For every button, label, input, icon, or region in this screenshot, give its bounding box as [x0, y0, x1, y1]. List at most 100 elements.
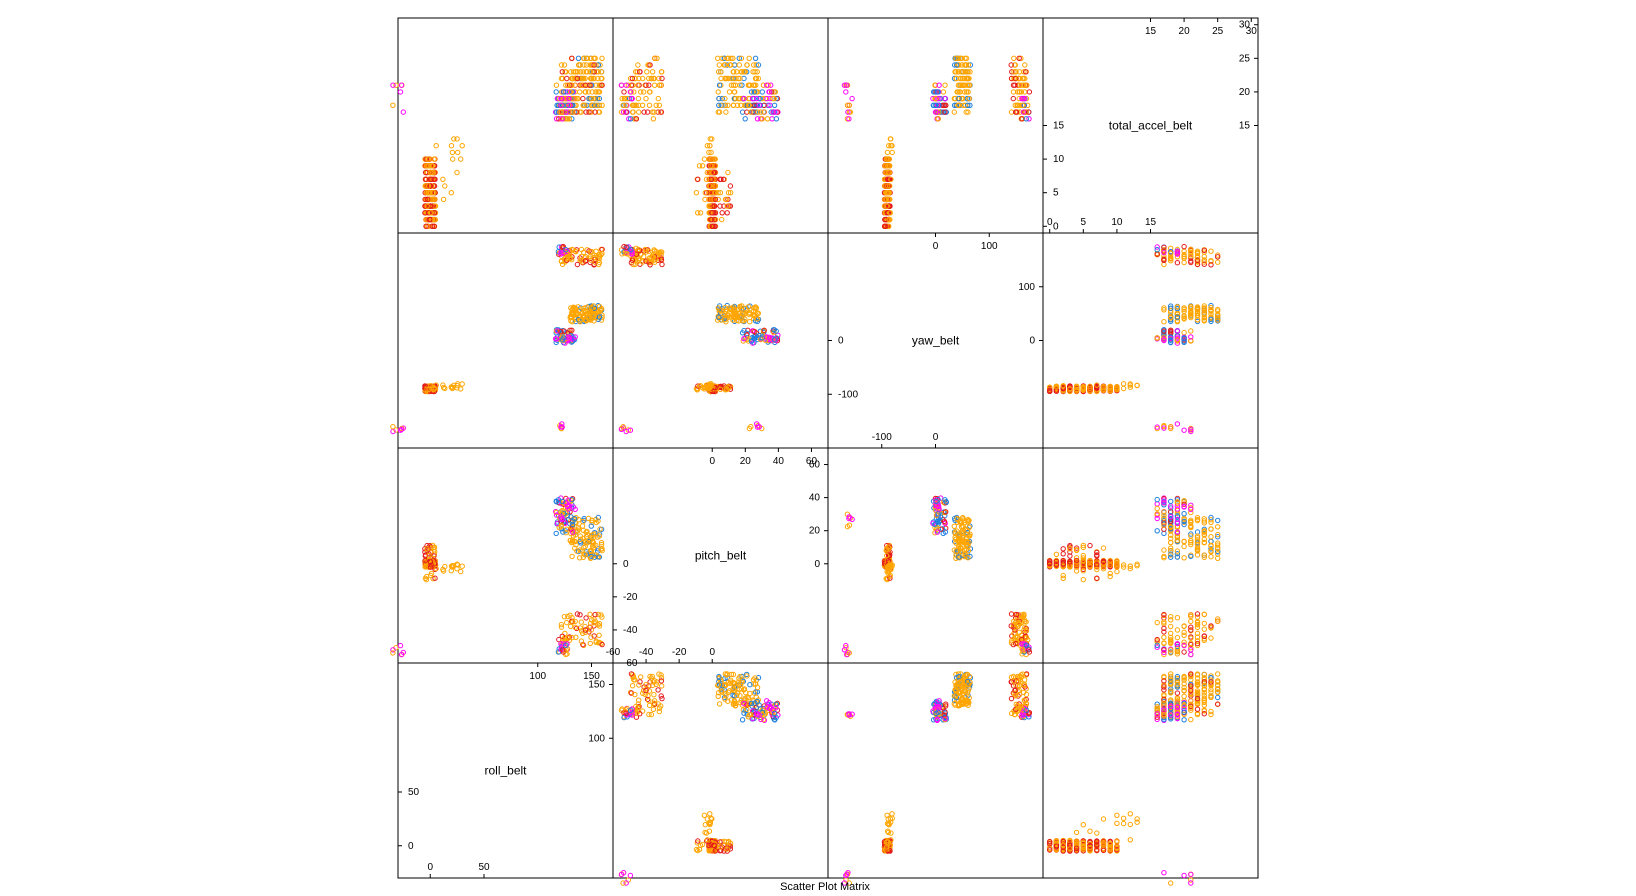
data-point — [451, 136, 457, 142]
data-point — [582, 258, 589, 264]
data-point — [703, 176, 710, 183]
data-point — [1012, 62, 1018, 68]
data-point — [716, 102, 722, 109]
data-point — [707, 156, 713, 162]
data-point — [572, 82, 578, 88]
data-point — [646, 102, 653, 109]
data-point — [635, 95, 642, 102]
data-point — [755, 62, 762, 68]
data-point — [741, 95, 747, 102]
data-point — [706, 203, 712, 209]
data-point — [725, 196, 731, 203]
data-point — [586, 109, 592, 115]
data-point — [640, 75, 646, 82]
data-point — [966, 95, 972, 102]
data-point — [584, 69, 590, 75]
data-point — [936, 82, 942, 88]
data-point — [942, 95, 948, 102]
data-point — [723, 109, 729, 115]
data-point — [560, 250, 566, 256]
data-point — [575, 69, 581, 75]
data-point — [701, 156, 708, 162]
data-point — [1020, 109, 1027, 115]
data-point — [886, 190, 892, 196]
data-point — [424, 386, 430, 392]
data-point — [637, 69, 643, 75]
data-point — [427, 216, 434, 223]
data-point — [553, 116, 560, 122]
data-point — [1015, 75, 1021, 82]
points-layer — [390, 55, 1221, 886]
data-point — [440, 196, 447, 203]
data-point — [638, 89, 644, 95]
data-point — [580, 95, 586, 102]
data-point — [773, 109, 779, 115]
data-point — [933, 109, 939, 115]
data-point — [715, 190, 721, 196]
data-point — [585, 89, 592, 95]
data-point — [942, 109, 948, 115]
data-point — [773, 95, 779, 102]
data-point — [425, 183, 432, 189]
data-point — [697, 210, 704, 216]
data-point — [584, 55, 590, 61]
data-point — [459, 143, 465, 149]
data-point — [764, 82, 770, 88]
data-point — [623, 102, 629, 109]
data-point — [885, 169, 891, 176]
data-point — [718, 176, 724, 183]
data-point — [716, 62, 722, 68]
data-point — [702, 196, 708, 203]
data-point — [448, 190, 454, 196]
data-point — [745, 82, 752, 88]
data-point — [737, 82, 743, 88]
data-point — [582, 89, 589, 95]
data-point — [711, 216, 718, 223]
data-point — [592, 259, 598, 265]
data-point — [427, 183, 434, 189]
data-point — [771, 102, 778, 109]
data-point — [643, 82, 649, 88]
data-point — [731, 69, 737, 75]
data-point — [708, 216, 714, 223]
data-point — [962, 69, 968, 75]
data-point — [646, 75, 652, 82]
data-point — [951, 109, 957, 115]
data-point — [569, 319, 575, 325]
data-point — [620, 102, 626, 109]
data-point — [962, 102, 968, 109]
data-point — [959, 95, 965, 102]
data-point — [591, 102, 598, 109]
data-point — [1026, 116, 1032, 122]
data-point — [888, 143, 894, 149]
data-point — [696, 163, 703, 169]
data-point — [887, 210, 893, 216]
data-point — [618, 82, 625, 88]
data-point — [631, 116, 637, 122]
data-point — [568, 311, 575, 318]
data-point — [566, 116, 572, 122]
data-point — [718, 102, 724, 109]
data-point — [455, 149, 461, 156]
data-point — [953, 75, 959, 82]
data-point — [736, 62, 742, 68]
data-point — [563, 82, 569, 88]
data-point — [1023, 116, 1030, 122]
data-point — [635, 102, 642, 109]
data-point — [886, 203, 892, 209]
data-point — [596, 102, 603, 109]
data-point — [567, 89, 574, 95]
data-point — [644, 109, 651, 115]
data-point — [561, 89, 567, 95]
data-point — [727, 183, 734, 189]
data-point — [559, 89, 565, 95]
data-point — [953, 102, 959, 109]
data-point — [559, 69, 565, 75]
data-point — [958, 55, 965, 61]
data-point — [584, 82, 590, 88]
data-point — [1015, 89, 1021, 95]
data-point — [582, 102, 588, 109]
panel-frame — [1042, 662, 1259, 879]
data-point — [739, 82, 745, 88]
data-point — [732, 95, 739, 102]
